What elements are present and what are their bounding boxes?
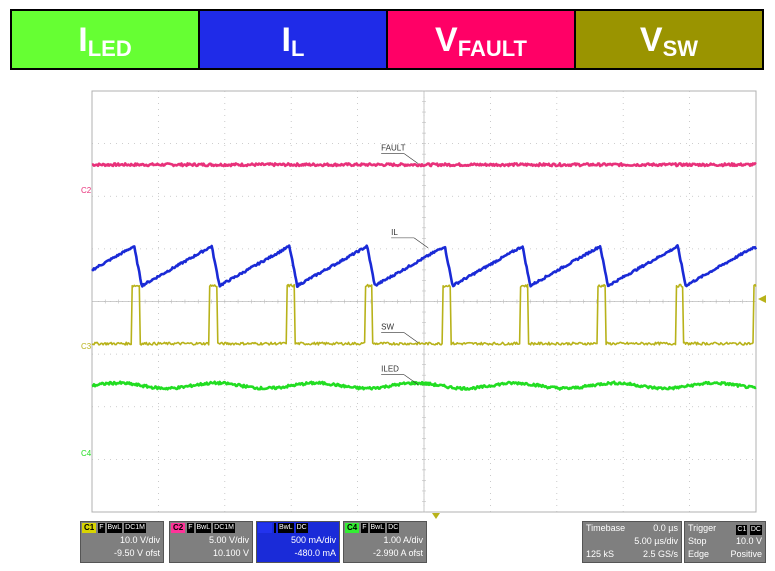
channel1-flag-f: F bbox=[98, 523, 105, 533]
legend-vfault-main: V bbox=[435, 20, 458, 59]
legend-il-sub: L bbox=[291, 35, 305, 61]
channel2-flag-coupling: DC1M bbox=[213, 523, 235, 533]
channel1-status[interactable]: C1 F BwL DC1M 10.0 V/div -9.50 V ofst bbox=[80, 521, 164, 563]
trigger-coupling: DC bbox=[749, 525, 762, 535]
channel-marker-c2: C2 bbox=[81, 186, 92, 195]
plot-grid bbox=[91, 90, 757, 513]
trigger-channel: C1 bbox=[736, 525, 748, 535]
timebase-scale: 5.00 µs/div bbox=[634, 536, 678, 546]
trigger-level-marker[interactable] bbox=[758, 295, 766, 303]
channel2-offset: 10.100 V bbox=[212, 548, 249, 558]
trigger-position-marker[interactable] bbox=[432, 513, 440, 519]
channel3-offset: -480.0 mA bbox=[294, 548, 336, 558]
timebase-label: Timebase bbox=[586, 523, 626, 533]
timebase-delay: 0.0 µs bbox=[653, 523, 678, 533]
trigger-status[interactable]: Trigger C1 DC Stop 10.0 V Edge Positive bbox=[684, 521, 766, 563]
legend-vsw: V SW bbox=[576, 11, 762, 68]
channel2-tag: C2 bbox=[171, 523, 186, 533]
channel1-tag: C1 bbox=[82, 523, 97, 533]
channel-marker-c3: C3 bbox=[81, 342, 92, 351]
channel4-scale: 1.00 A/div bbox=[383, 535, 423, 545]
channel4-status[interactable]: C4 F BwL DC 1.00 A/div -2.990 A ofst bbox=[343, 521, 427, 563]
trace-fault bbox=[91, 162, 757, 168]
channel2-flag-f: F bbox=[187, 523, 194, 533]
channel1-flag-coupling: DC1M bbox=[124, 523, 146, 533]
trace-sw bbox=[91, 283, 757, 346]
scope-plot: FAULT IL SW ILED C2 C3 C4 bbox=[81, 90, 766, 519]
timebase-status[interactable]: Timebase 0.0 µs 5.00 µs/div 125 kS 2.5 GS/… bbox=[582, 521, 682, 563]
channel3-flag-bw: BwL bbox=[278, 523, 294, 533]
channel3-scale: 500 mA/div bbox=[290, 535, 336, 545]
channel2-status[interactable]: C2 F BwL DC1M 5.00 V/div 10.100 V bbox=[169, 521, 253, 563]
legend-vsw-sub: SW bbox=[662, 35, 699, 61]
channel3-tag bbox=[258, 523, 272, 533]
channel2-scale: 5.00 V/div bbox=[208, 535, 249, 545]
trigger-level: 10.0 V bbox=[735, 536, 762, 546]
timebase-samples: 125 kS bbox=[586, 549, 615, 559]
channel3-status[interactable]: BwL DC 500 mA/div -480.0 mA bbox=[256, 521, 340, 563]
channel3-flag-f bbox=[274, 523, 276, 533]
trace-label-fault: FAULT bbox=[381, 144, 405, 153]
label-leader bbox=[413, 237, 429, 249]
channel4-offset: -2.990 A ofst bbox=[372, 548, 423, 558]
legend-vsw-main: V bbox=[639, 20, 663, 59]
channel1-offset: -9.50 V ofst bbox=[113, 548, 160, 558]
trace-il bbox=[91, 244, 758, 289]
channel4-flag-bw: BwL bbox=[369, 523, 386, 533]
trigger-type: Edge bbox=[688, 549, 710, 559]
legend-iled-main: I bbox=[78, 20, 88, 59]
legend-iled-sub: LED bbox=[87, 35, 132, 61]
channel2-flag-bw: BwL bbox=[195, 523, 212, 533]
plot-traces bbox=[91, 162, 758, 391]
plot-annotations: FAULT IL SW ILED bbox=[381, 144, 429, 385]
channel4-tag: C4 bbox=[345, 523, 360, 533]
legend-vfault-sub: FAULT bbox=[457, 35, 527, 61]
channel1-scale: 10.0 V/div bbox=[119, 535, 160, 545]
trigger-label: Trigger bbox=[688, 523, 717, 533]
trigger-slope: Positive bbox=[730, 549, 762, 559]
channel4-flag-f: F bbox=[361, 523, 368, 533]
channel-marker-c4: C4 bbox=[81, 449, 92, 458]
trace-iled bbox=[91, 380, 757, 391]
channel1-flag-bw: BwL bbox=[106, 523, 123, 533]
label-leader bbox=[403, 332, 419, 343]
timebase-rate: 2.5 GS/s bbox=[642, 549, 678, 559]
legend-il-main: I bbox=[281, 20, 291, 59]
label-leader bbox=[403, 374, 419, 385]
legend-iled: I LED bbox=[12, 11, 200, 68]
label-leader bbox=[403, 153, 419, 164]
trigger-mode: Stop bbox=[688, 536, 707, 546]
channel4-flag-coupling: DC bbox=[387, 523, 400, 533]
legend-vfault: V FAULT bbox=[388, 11, 576, 68]
trace-label-il: IL bbox=[391, 228, 398, 237]
trace-label-sw: SW bbox=[381, 323, 394, 332]
trace-label-iled: ILED bbox=[381, 365, 399, 374]
channel3-flag-coupling: DC bbox=[295, 523, 308, 533]
